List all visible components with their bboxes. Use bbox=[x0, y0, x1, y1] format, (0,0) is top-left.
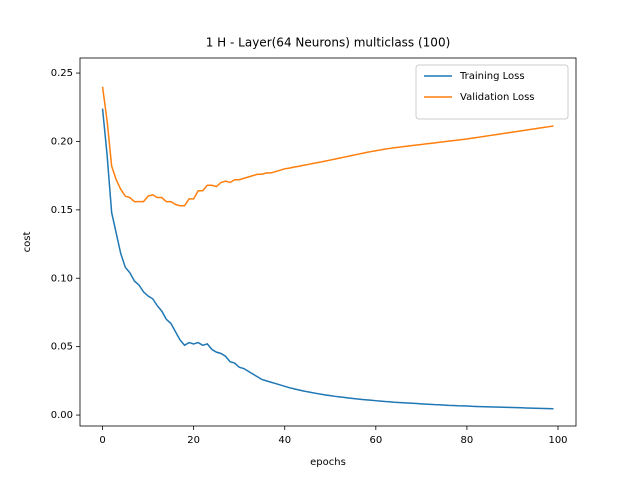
y-tick-label: 0.05 bbox=[51, 342, 73, 353]
x-tick-label: 80 bbox=[461, 435, 474, 446]
y-tick-label: 0.10 bbox=[51, 273, 73, 284]
x-tick-label: 20 bbox=[187, 435, 200, 446]
x-tick-label: 100 bbox=[548, 435, 567, 446]
y-tick-label: 0.15 bbox=[51, 205, 73, 216]
x-tick-label: 60 bbox=[369, 435, 382, 446]
chart-title: 1 H - Layer(64 Neurons) multiclass (100) bbox=[206, 36, 451, 50]
legend-label: Validation Loss bbox=[460, 92, 535, 103]
legend-box bbox=[415, 64, 569, 120]
x-tick-label: 40 bbox=[278, 435, 291, 446]
plot-frame bbox=[79, 57, 577, 427]
y-tick-label: 0.25 bbox=[51, 68, 73, 79]
y-axis-label: cost bbox=[22, 232, 33, 253]
x-axis-label: epochs bbox=[310, 457, 346, 468]
legend-label: Training Loss bbox=[459, 71, 525, 82]
line-series bbox=[101, 86, 554, 207]
line-series bbox=[101, 108, 554, 410]
x-tick-label: 0 bbox=[99, 435, 105, 446]
y-tick-label: 0.20 bbox=[51, 136, 73, 147]
y-tick-label: 0.00 bbox=[51, 410, 73, 421]
